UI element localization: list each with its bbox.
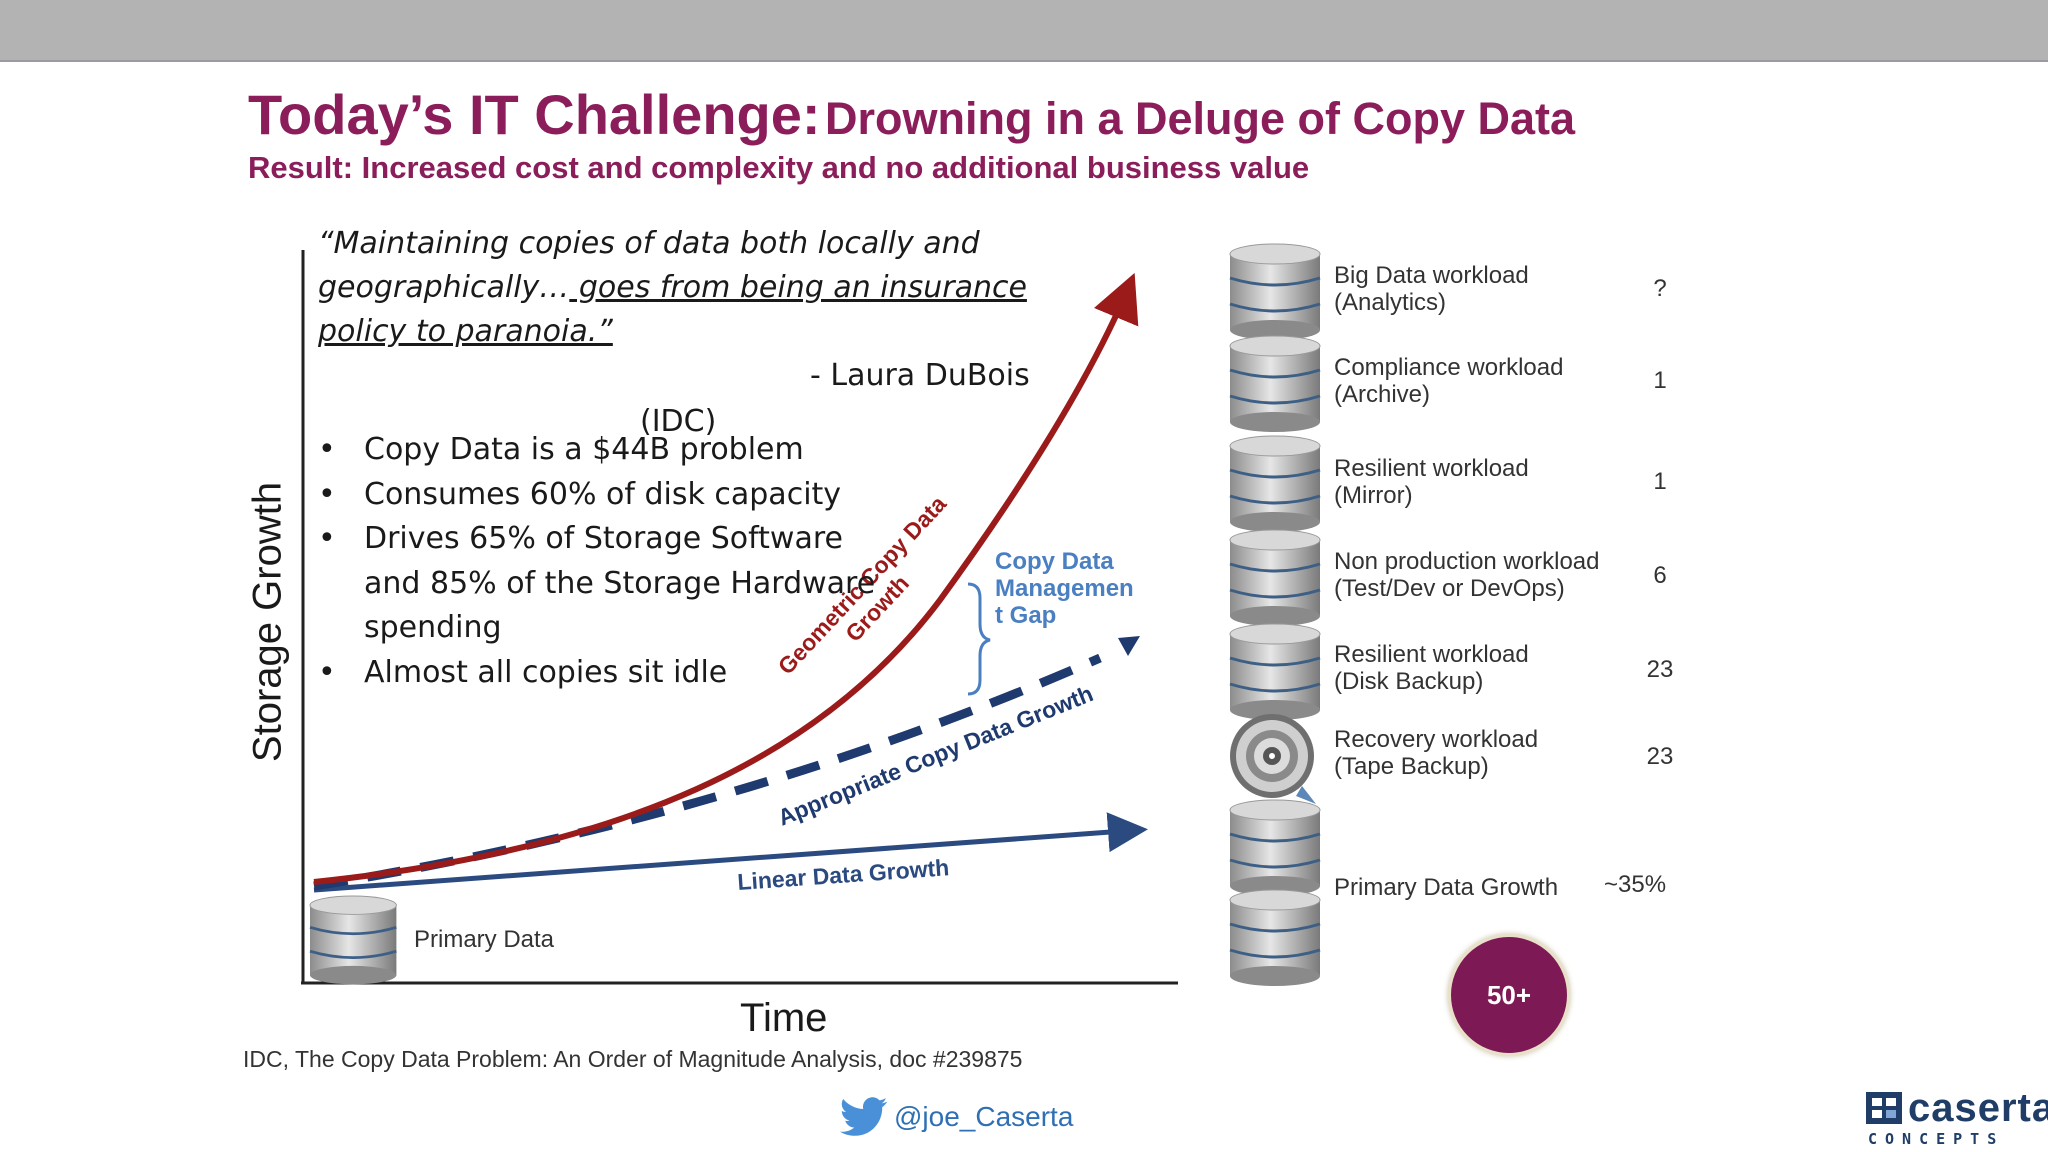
workload-2-database-icon [1228, 434, 1322, 534]
workload-3-database-icon [1228, 528, 1322, 628]
appropriate-label: Appropriate Copy Data Growth [774, 680, 1097, 830]
quote-line-2-underlined: goes from being an insurance [569, 270, 1027, 305]
y-axis-label: Storage Growth [245, 481, 290, 763]
linear-growth-line [313, 812, 1148, 893]
twitter-link[interactable]: @joe_Caserta [839, 1097, 1074, 1137]
workload-name: Non production workload (Test/Dev or Dev… [1334, 548, 1600, 602]
twitter-handle[interactable]: @joe_Caserta [894, 1101, 1074, 1132]
quote: “Maintaining copies of data both locally… [318, 222, 1078, 354]
primary-data-label: Primary Data [414, 926, 555, 953]
primary-growth-label: Primary Data Growth [1334, 874, 1559, 901]
twitter-bird-icon [839, 1097, 888, 1136]
bullet-item: Consumes 60% of disk capacity [318, 473, 878, 518]
workload-name: Compliance workload (Archive) [1334, 354, 1564, 408]
gap-label: Copy Data Managemen t Gap [995, 548, 1134, 629]
workload-name: Big Data workload (Analytics) [1334, 262, 1529, 316]
primary-growth-value: ~35% [1604, 871, 1667, 898]
workload-count: 1 [1653, 468, 1667, 495]
bullet-item: Drives 65% of Storage Software and 85% o… [318, 517, 878, 651]
logo-tagline: CONCEPTS [1868, 1130, 2005, 1148]
quote-attribution: - Laura DuBois [810, 358, 1030, 393]
caserta-logo: caserta CONCEPTS [1866, 1086, 2048, 1148]
primary-growth-database-icon-top [1228, 798, 1322, 898]
workload-count: ? [1653, 275, 1667, 302]
quote-line-2-plain: geographically… [318, 270, 570, 305]
gap-brace [967, 582, 991, 696]
slide-subtitle: Result: Increased cost and complexity an… [248, 150, 1310, 185]
bullet-item: Copy Data is a $44B problem [318, 428, 878, 473]
geometric-growth-line [313, 272, 1139, 885]
top-bar [0, 0, 2048, 62]
workload-count: 23 [1646, 656, 1674, 683]
tape-reel-icon [1230, 714, 1316, 804]
primary-data-database-icon [308, 894, 398, 986]
workload-count: 1 [1653, 367, 1667, 394]
workload-4-database-icon [1228, 622, 1322, 722]
workload-name: Recovery workload (Tape Backup) [1334, 726, 1539, 780]
workload-name: Resilient workload (Mirror) [1334, 455, 1529, 509]
linear-label: Linear Data Growth [737, 854, 950, 895]
bullet-item: Almost all copies sit idle [318, 651, 878, 696]
slide-title: Today’s IT Challenge: Drowning in a Delu… [248, 82, 1575, 147]
appropriate-growth-arrowhead [1118, 636, 1140, 656]
logo-mark-icon [1866, 1092, 1902, 1124]
quote-line-1: “Maintaining copies of data both locally… [318, 226, 980, 261]
primary-growth-database-icon-bottom [1228, 888, 1322, 988]
workload-1-database-icon [1228, 334, 1322, 434]
workload-0-database-icon [1228, 242, 1322, 342]
quote-line-3-underlined: policy to paranoia.” [318, 314, 613, 349]
total-copies-badge: 50+ [1448, 934, 1570, 1056]
logo-wordmark: caserta [1908, 1086, 2048, 1130]
title-main: Today’s IT Challenge: [248, 83, 821, 146]
bullet-list: Copy Data is a $44B problem Consumes 60%… [318, 428, 878, 695]
workload-count: 6 [1653, 562, 1667, 589]
workload-count: 23 [1646, 743, 1674, 770]
footnote: IDC, The Copy Data Problem: An Order of … [243, 1046, 1023, 1072]
title-sub: Drowning in a Deluge of Copy Data [824, 93, 1576, 144]
x-axis-label: Time [740, 996, 828, 1040]
workload-name: Resilient workload (Disk Backup) [1334, 641, 1529, 695]
